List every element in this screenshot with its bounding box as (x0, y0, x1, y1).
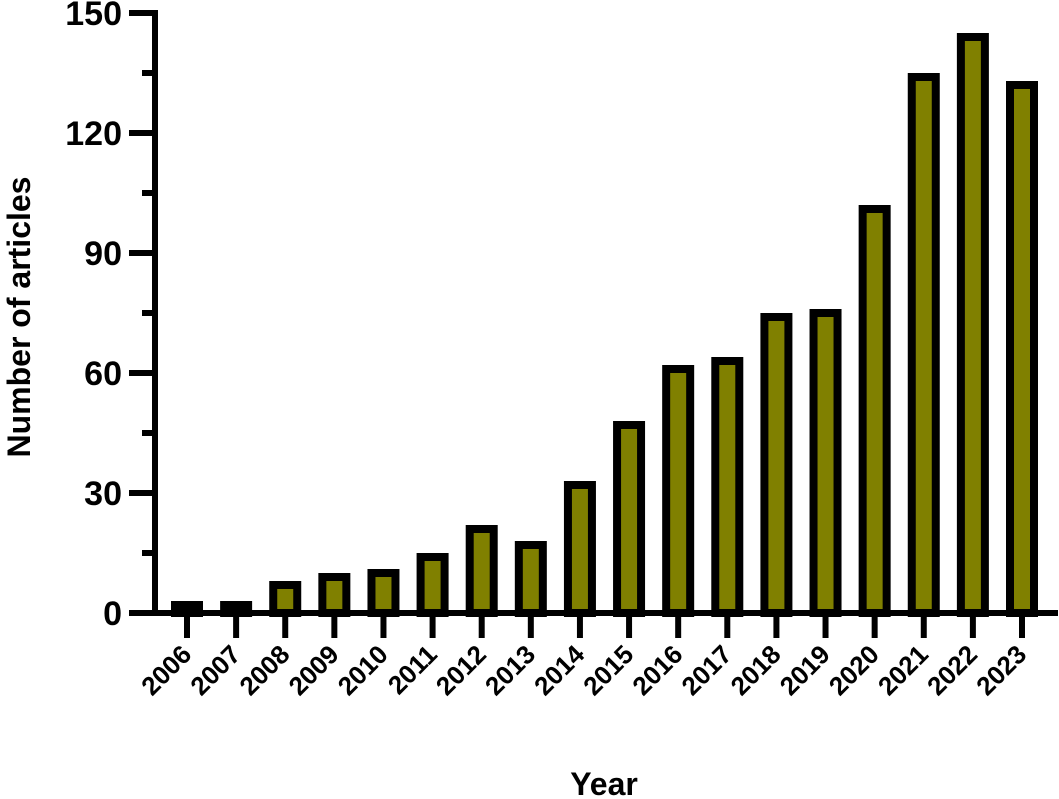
bar-2014 (563, 481, 596, 617)
y-tick-label: 150 (65, 0, 122, 33)
x-tick-label: 2011 (382, 639, 443, 700)
x-tick-label: 2008 (233, 639, 295, 701)
x-tick-label: 2014 (528, 639, 590, 701)
x-axis-title: Year (570, 766, 638, 799)
x-tick-label: 2007 (184, 639, 246, 701)
x-tick-label: 2020 (823, 639, 885, 701)
x-tick-label: 2009 (282, 639, 344, 701)
bar-2011 (416, 553, 449, 617)
x-tick-label: 2016 (626, 639, 688, 701)
x-tick-label: 2015 (577, 639, 639, 701)
x-tick-label: 2022 (921, 639, 983, 701)
x-tick-label: 2023 (970, 639, 1032, 701)
y-tick-label: 120 (65, 115, 122, 153)
bar-2012 (465, 525, 498, 617)
bar-2016 (662, 365, 695, 617)
y-tick-label: 30 (84, 475, 122, 513)
bar-2009 (318, 573, 351, 617)
x-tick-label: 2010 (332, 639, 394, 701)
bar-2017 (711, 357, 744, 617)
y-axis-title-group: Number of articles (1, 177, 37, 458)
x-tick-label: 2013 (479, 639, 541, 701)
x-tick-label: 2012 (430, 639, 492, 701)
bar-2015 (613, 421, 646, 617)
bar-2021 (907, 73, 940, 617)
x-tick-label: 2021 (872, 639, 934, 701)
y-axis-title: Number of articles (1, 177, 37, 458)
bar-2008 (269, 581, 302, 617)
bar-2022 (956, 33, 989, 617)
bar-2019 (809, 309, 842, 617)
y-tick-label: 0 (103, 595, 122, 633)
x-tick-label: 2017 (675, 639, 737, 701)
bars (171, 33, 1038, 617)
x-tick-label: 2019 (774, 639, 836, 701)
bar-2018 (760, 313, 793, 617)
bar-2020 (858, 205, 891, 617)
x-tick-label: 2006 (135, 639, 197, 701)
y-tick-label: 60 (84, 355, 122, 393)
y-axis-ticks: 0 30 60 90 120 150 (65, 0, 155, 633)
bar-2023 (1006, 81, 1038, 617)
y-tick-label: 90 (84, 235, 122, 273)
bar-2013 (514, 541, 547, 617)
bar-2010 (367, 569, 400, 617)
x-axis-ticks: 2006200720082009201020112012201320142015… (135, 613, 1032, 701)
x-tick-label: 2018 (725, 639, 787, 701)
